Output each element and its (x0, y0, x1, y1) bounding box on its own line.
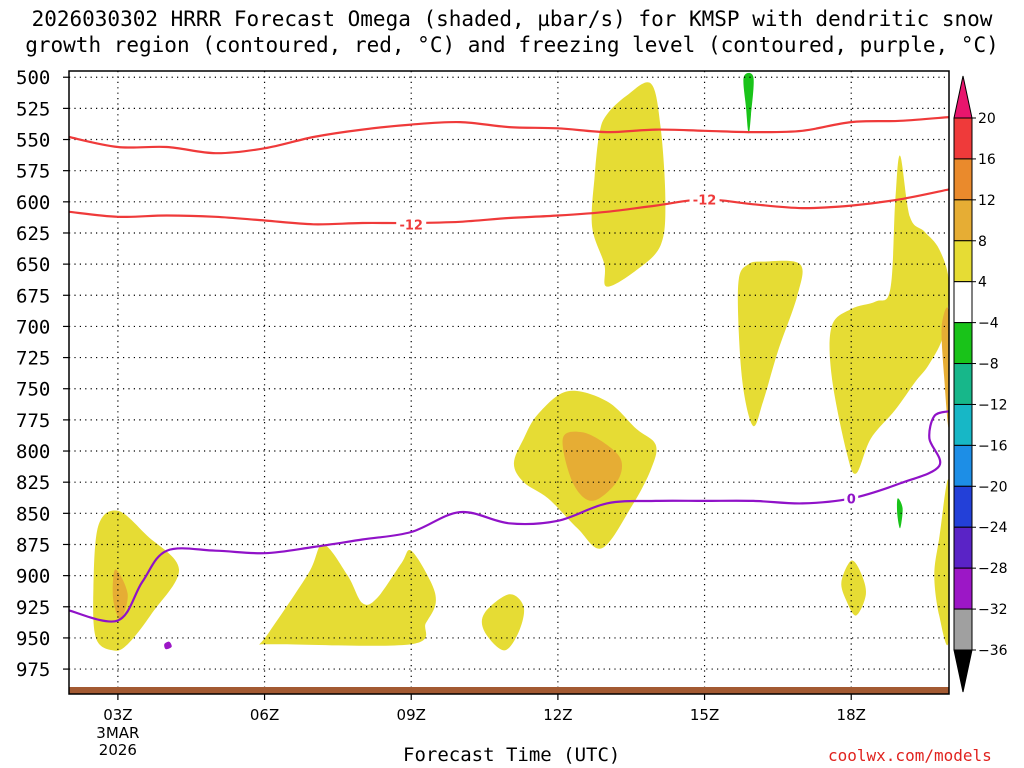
omega-shading (93, 72, 949, 651)
x-tick-sublabel-03Z-1: 2026 (99, 741, 137, 759)
colorbar-segment-8 (953, 444, 973, 487)
colorbar-bottom-arrow (953, 649, 973, 693)
colorbar-segment-10 (953, 526, 973, 569)
y-tick-label-600: 600 (16, 192, 50, 214)
omega-region-0 (93, 510, 180, 651)
colorbar-segment-9 (953, 485, 973, 528)
colorbar-label-11: −28 (978, 561, 1008, 577)
contour-label-bg-1-0 (396, 216, 427, 232)
y-axis: 500 525 550 575 600 625 650 675 700 725 750 775 800 8… (16, 67, 69, 681)
y-tick-label-850: 850 (16, 503, 50, 525)
contour-line-2 (69, 410, 949, 623)
colorbar-segment-11 (953, 567, 973, 610)
contour-lines (69, 116, 949, 623)
contour-line-1 (69, 188, 949, 226)
contour-line-0 (69, 116, 949, 155)
colorbar-top-arrow (953, 75, 973, 119)
y-tick-label-550: 550 (16, 130, 50, 152)
colorbar-segment-1 (953, 158, 973, 201)
x-tick-label-15Z: 15Z (690, 706, 719, 724)
omega-region-12 (743, 72, 754, 134)
omega-region-13 (896, 498, 903, 529)
contour-label-1-0: -12 (399, 218, 423, 233)
colorbar-segment-7 (953, 403, 973, 446)
colorbar-segment-2 (953, 199, 973, 242)
colorbar-segment-12 (953, 608, 973, 651)
y-tick-label-575: 575 (16, 161, 50, 183)
chart-title: 2026030302 HRRR Forecast Omega (shaded, … (0, 6, 1024, 58)
x-axis-label: Forecast Time (UTC) (403, 744, 621, 766)
y-tick-label-750: 750 (16, 379, 50, 401)
omega-region-3 (481, 594, 525, 651)
y-tick-label-725: 725 (16, 348, 50, 370)
x-tick-sublabel-03Z-0: 3MAR (96, 724, 139, 742)
contour-label-1-1: -12 (693, 193, 717, 208)
y-tick-label-875: 875 (16, 534, 50, 556)
y-tick-label-700: 700 (16, 316, 50, 338)
y-tick-label-975: 975 (16, 659, 50, 681)
omega-region-7 (737, 260, 803, 427)
colorbar-label-9: −20 (978, 479, 1008, 495)
title-line-1: 2026030302 HRRR Forecast Omega (shaded, … (31, 7, 993, 31)
colorbar-label-10: −24 (978, 520, 1008, 536)
y-tick-label-825: 825 (16, 472, 50, 494)
plot-border (68, 70, 950, 695)
omega-region-10 (934, 479, 949, 646)
colorbar-segment-3 (953, 240, 973, 283)
omega-region-6 (591, 82, 666, 287)
grid-lines (69, 71, 949, 687)
colorbar-segment-0 (953, 117, 973, 160)
omega-region-9 (841, 560, 867, 616)
y-tick-label-900: 900 (16, 566, 50, 588)
colorbar-label-7: −12 (978, 397, 1008, 413)
colorbar-label-13: −36 (978, 643, 1008, 659)
colorbar-label-12: −32 (978, 602, 1008, 618)
contour-label-bg-1-1 (689, 191, 720, 207)
y-tick-label-950: 950 (16, 628, 50, 650)
omega-region-8 (829, 155, 949, 474)
colorbar-label-4: 4 (978, 275, 987, 291)
terrain-band (69, 687, 949, 694)
plot-frame (69, 71, 949, 694)
omega-region-14 (164, 641, 172, 650)
credit-link[interactable]: coolwx.com/models (828, 746, 992, 765)
colorbar-label-3: 8 (978, 234, 987, 250)
title-line-2: growth region (contoured, red, °C) and f… (25, 33, 999, 57)
y-tick-label-525: 525 (16, 98, 50, 120)
terrain-band-fill (69, 687, 949, 694)
contour-label-2-0: 0 (847, 492, 856, 507)
x-tick-label-18Z: 18Z (837, 706, 866, 724)
y-tick-label-800: 800 (16, 441, 50, 463)
colorbar-label-0: 20 (978, 111, 996, 127)
y-tick-label-675: 675 (16, 285, 50, 307)
colorbar-label-1: 16 (978, 152, 996, 168)
omega-region-11 (941, 307, 949, 428)
contour-label-bg-2-0 (844, 490, 859, 506)
x-tick-label-03Z: 03Z (103, 706, 132, 724)
contour-labels: -12 -12 0 (396, 191, 859, 507)
colorbar-segment-4 (953, 281, 973, 324)
colorbar-segment-5 (953, 322, 973, 365)
colorbar: 20 16 12 8 4 −4 −8 −12 −16 −20 −24 −28 −32 −36 (953, 75, 1008, 693)
y-tick-label-650: 650 (16, 254, 50, 276)
omega-region-5 (562, 431, 623, 501)
y-tick-label-925: 925 (16, 597, 50, 619)
omega-region-2 (259, 544, 436, 646)
y-tick-label-500: 500 (16, 67, 50, 89)
colorbar-label-8: −16 (978, 438, 1008, 454)
y-tick-label-625: 625 (16, 223, 50, 245)
x-tick-label-06Z: 06Z (250, 706, 279, 724)
colorbar-label-6: −8 (978, 357, 999, 373)
colorbar-label-5: −4 (978, 316, 999, 332)
colorbar-label-2: 12 (978, 193, 996, 209)
colorbar-segment-6 (953, 363, 973, 405)
x-tick-label-12Z: 12Z (543, 706, 572, 724)
y-tick-label-775: 775 (16, 410, 50, 432)
x-tick-label-09Z: 09Z (397, 706, 426, 724)
